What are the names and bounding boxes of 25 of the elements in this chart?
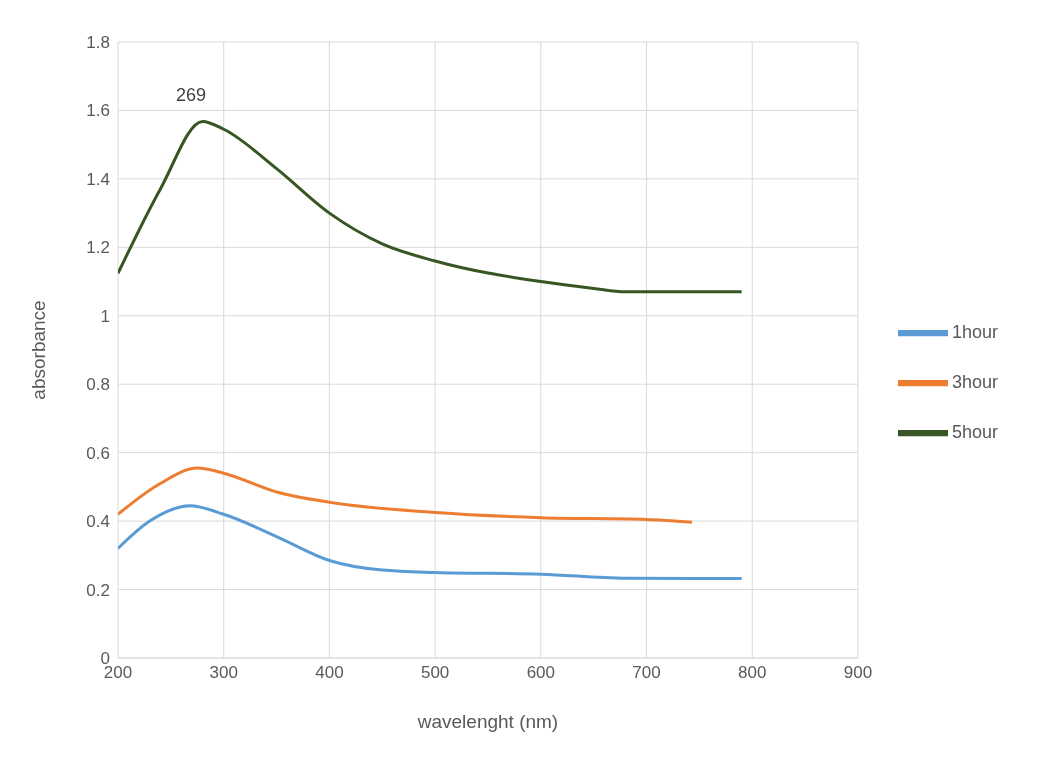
x-axis-title: wavelenght (nm) — [416, 711, 559, 732]
line-series — [118, 119, 744, 294]
x-tick-label: 300 — [209, 663, 238, 683]
y-tick-label: 0.8 — [86, 375, 110, 395]
y-tick-label: 0.6 — [86, 443, 110, 463]
y-tick-label: 1.8 — [86, 33, 110, 53]
y-tick-label: 0.2 — [86, 580, 110, 600]
legend-label: 1hour — [951, 321, 998, 342]
y-tick-label: 1.4 — [86, 169, 110, 189]
x-tick-label: 600 — [526, 663, 556, 683]
legend-label: 3hour — [951, 371, 998, 392]
legend-label: 5hour — [951, 421, 998, 442]
y-axis-title: absorbance — [27, 300, 49, 400]
y-tick-label: 1.2 — [86, 238, 110, 258]
x-tick-label: 700 — [632, 663, 661, 683]
x-tick-label: 500 — [420, 663, 450, 683]
x-tick-label: 800 — [738, 663, 767, 683]
annotation: 269 — [175, 84, 206, 105]
y-tick-label: 0.4 — [86, 512, 110, 532]
y-tick-label: 1.6 — [86, 101, 110, 121]
line-series — [118, 504, 744, 581]
x-tick-label: 900 — [843, 663, 873, 683]
y-tick-label: 1 — [100, 306, 110, 326]
line-series — [118, 466, 694, 524]
x-tick-label: 400 — [315, 663, 344, 683]
